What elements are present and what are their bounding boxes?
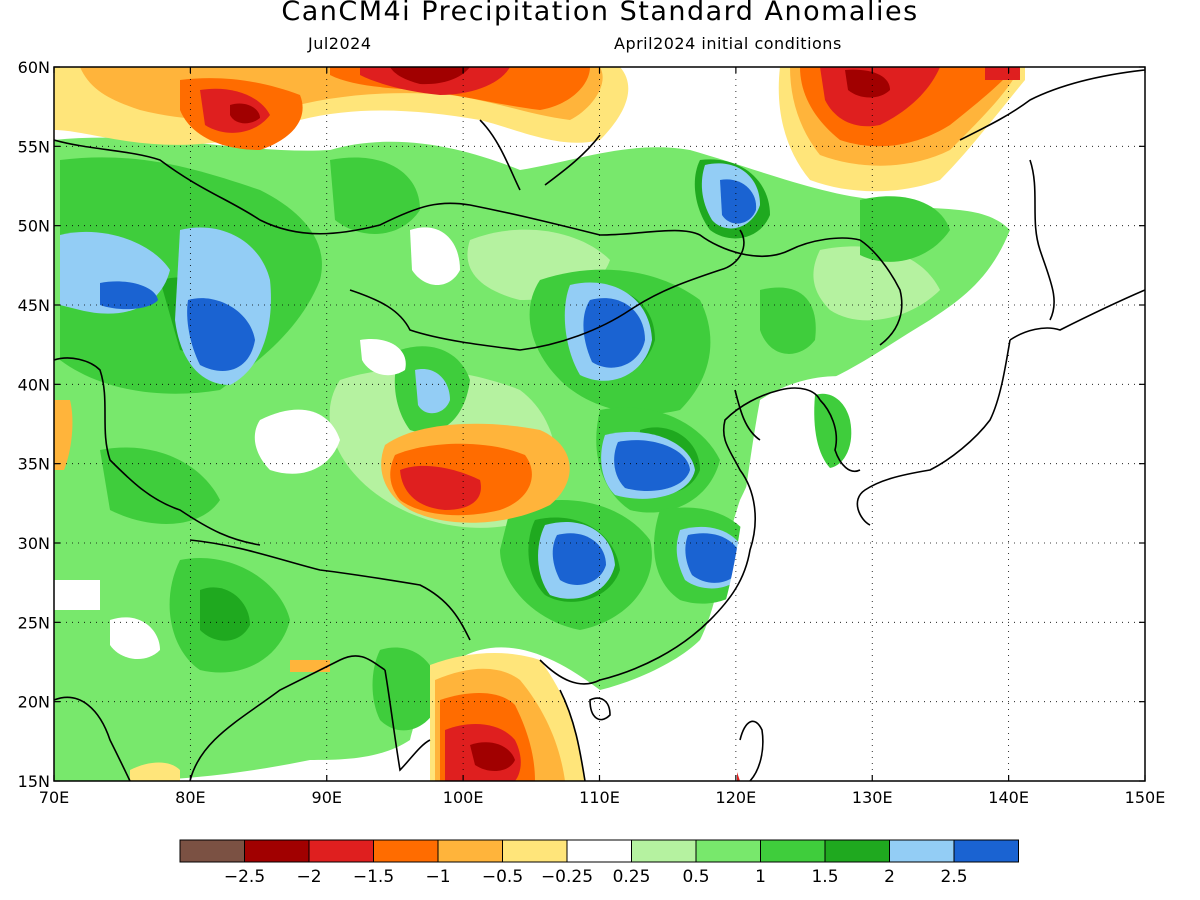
colorbar-label: 1.5 [811, 867, 838, 887]
lon-tick-label: 120E [716, 788, 757, 807]
colorbar-label: −2 [296, 867, 321, 887]
colorbar-swatch [824, 839, 890, 863]
colorbar-label: −1.5 [353, 867, 394, 887]
colorbar-label: 2.5 [940, 867, 967, 887]
lat-tick-label: 40N [18, 375, 50, 394]
colorbar: −2.5 −2 −1.5 −1 −0.5 −0.25 0.25 0.5 1 1.5 2 2.5 [179, 839, 1019, 887]
colorbar-swatch [695, 839, 761, 863]
colorbar-swatch [373, 839, 439, 863]
lon-tick-label: 100E [443, 788, 484, 807]
colorbar-label: −2.5 [224, 867, 265, 887]
lon-tick-label: 80E [175, 788, 205, 807]
colorbar-swatch [179, 839, 245, 863]
gridlines [54, 67, 1145, 781]
lat-tick-label: 50N [18, 217, 50, 236]
colorbar-swatch [889, 839, 955, 863]
init-conditions-label: April2024 initial conditions [614, 34, 842, 53]
colorbar-swatch [502, 839, 568, 863]
lat-tick-label: 55N [18, 137, 50, 156]
lat-tick-label: 45N [18, 296, 50, 315]
lat-tick-label: 60N [18, 58, 50, 77]
lon-tick-label: 140E [988, 788, 1029, 807]
lon-tick-label: 90E [312, 788, 342, 807]
valid-month-label: Jul2024 [308, 34, 372, 53]
coastlines [54, 69, 1145, 781]
colorbar-swatch [760, 839, 826, 863]
lat-tick-label: 35N [18, 455, 50, 474]
colorbar-swatch [244, 839, 310, 863]
colorbar-label: 2 [884, 867, 895, 887]
colorbar-label: 1 [755, 867, 766, 887]
lat-tick-label: 20N [18, 693, 50, 712]
colorbar-label: 0.25 [613, 867, 651, 887]
colorbar-swatch [566, 839, 632, 863]
lon-tick-label: 130E [852, 788, 893, 807]
lat-tick-label: 30N [18, 534, 50, 553]
colorbar-swatch [308, 839, 374, 863]
lon-tick-label: 110E [579, 788, 620, 807]
colorbar-swatch [631, 839, 697, 863]
lon-tick-label: 150E [1125, 788, 1166, 807]
colorbar-label: −0.25 [541, 867, 593, 887]
colorbar-swatch [437, 839, 503, 863]
lon-tick-label: 70E [39, 788, 69, 807]
map-title: CanCM4i Precipitation Standard Anomalies [281, 0, 919, 27]
colorbar-label: −1 [425, 867, 450, 887]
colorbar-label: 0.5 [682, 867, 709, 887]
colorbar-swatch [953, 839, 1019, 863]
lat-tick-label: 15N [18, 772, 50, 791]
colorbar-label: −0.5 [482, 867, 523, 887]
lat-tick-label: 25N [18, 613, 50, 632]
axes: 70E 80E 90E 100E 110E 120E 130E 140E 150E 15N 20N 2… [18, 58, 1166, 807]
anomaly-field [54, 67, 1145, 781]
